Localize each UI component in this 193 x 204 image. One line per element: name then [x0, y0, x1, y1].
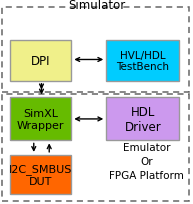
Text: HDL
Driver: HDL Driver	[124, 105, 161, 133]
Text: Simulator: Simulator	[68, 0, 125, 12]
Bar	[10, 155, 71, 194]
Text: Emulator
Or
FPGA Platform: Emulator Or FPGA Platform	[109, 142, 184, 180]
Bar	[10, 98, 71, 141]
Bar	[106, 98, 179, 141]
Bar	[106, 41, 179, 82]
Text: SimXL
Wrapper: SimXL Wrapper	[17, 109, 64, 130]
Text: HVL/HDL
TestBench: HVL/HDL TestBench	[116, 50, 169, 72]
Text: I2C_SMBUS
DUT: I2C_SMBUS DUT	[9, 163, 72, 186]
Bar	[2, 95, 189, 201]
Text: DPI: DPI	[31, 55, 50, 68]
Bar	[10, 41, 71, 82]
Bar	[2, 8, 189, 93]
